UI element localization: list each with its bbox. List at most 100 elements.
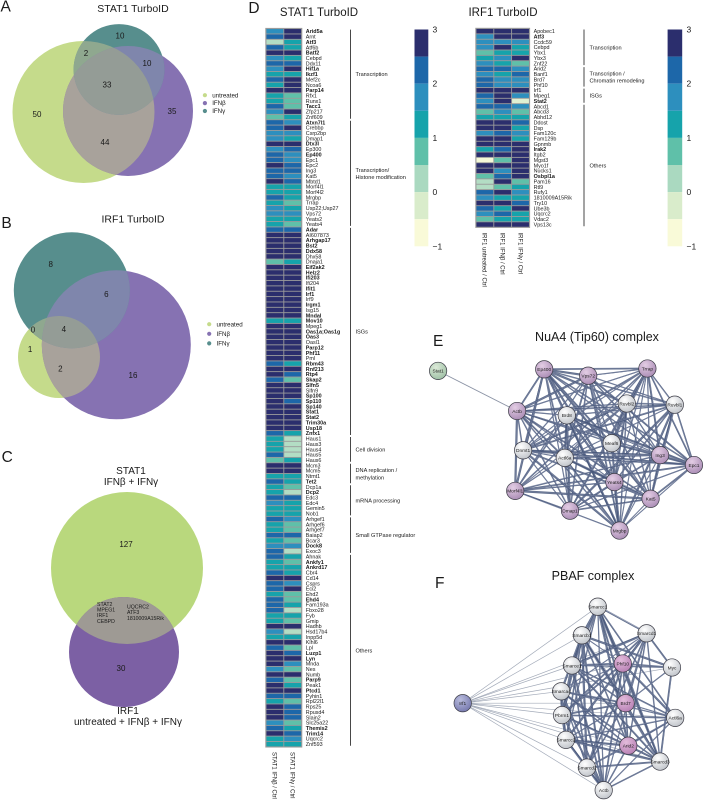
svg-text:Znf22: Znf22 xyxy=(534,61,548,67)
svg-text:Arid5a: Arid5a xyxy=(306,29,324,35)
svg-text:Ddx11: Ddx11 xyxy=(306,61,321,67)
svg-text:Osbpl1a: Osbpl1a xyxy=(534,174,556,180)
svg-text:ISGs: ISGs xyxy=(590,94,603,100)
svg-text:Kat5: Kat5 xyxy=(306,174,317,180)
svg-text:Mpeg1: Mpeg1 xyxy=(306,324,322,330)
svg-text:Ccdc59: Ccdc59 xyxy=(534,40,552,46)
svg-text:Ddx58: Ddx58 xyxy=(306,249,322,255)
svg-text:IFNβ + IFNγ: IFNβ + IFNγ xyxy=(104,477,158,488)
svg-text:IFNβ: IFNβ xyxy=(217,331,231,338)
svg-text:−1: −1 xyxy=(433,241,443,251)
svg-text:Baiap2: Baiap2 xyxy=(306,533,323,539)
svg-text:Parp12: Parp12 xyxy=(306,345,324,351)
svg-text:Edc3: Edc3 xyxy=(306,496,318,502)
svg-text:untreated + IFNβ + IFNγ: untreated + IFNβ + IFNγ xyxy=(74,717,182,728)
svg-text:50: 50 xyxy=(33,110,42,119)
svg-text:Dmap1: Dmap1 xyxy=(306,136,323,142)
svg-text:Phf10: Phf10 xyxy=(617,661,630,667)
svg-text:Smarca4: Smarca4 xyxy=(552,689,572,695)
svg-text:Tacc1: Tacc1 xyxy=(306,104,321,110)
svg-text:Smarce1: Smarce1 xyxy=(562,663,582,669)
svg-text:Fam129b: Fam129b xyxy=(534,136,557,142)
svg-text:Myo1f: Myo1f xyxy=(534,163,549,169)
svg-text:Sp100: Sp100 xyxy=(306,394,322,400)
svg-text:Morf4l1: Morf4l1 xyxy=(507,489,523,495)
svg-text:Rpusd4: Rpusd4 xyxy=(306,710,325,716)
svg-text:3: 3 xyxy=(687,25,692,35)
svg-text:IRF1 IFNγ / Ctrl: IRF1 IFNγ / Ctrl xyxy=(516,233,522,275)
svg-text:NuA4 (Tip60) complex: NuA4 (Tip60) complex xyxy=(535,330,660,344)
svg-text:Peak1: Peak1 xyxy=(306,683,321,689)
svg-text:IRF1 TurboID: IRF1 TurboID xyxy=(468,7,537,19)
svg-text:1810009A15Rik: 1810009A15Rik xyxy=(534,196,573,202)
svg-text:35: 35 xyxy=(168,107,177,116)
svg-text:Haus4: Haus4 xyxy=(306,447,322,453)
svg-text:Ptcd1: Ptcd1 xyxy=(306,688,321,694)
svg-text:Mnda: Mnda xyxy=(306,662,320,668)
svg-text:Atf3: Atf3 xyxy=(306,40,316,46)
svg-text:untreated: untreated xyxy=(217,321,244,328)
svg-text:Try10: Try10 xyxy=(534,201,548,207)
svg-text:MPEG1: MPEG1 xyxy=(97,608,115,614)
svg-text:0: 0 xyxy=(687,187,692,197)
svg-text:Trim30a: Trim30a xyxy=(306,420,327,426)
svg-text:Epc2: Epc2 xyxy=(306,163,318,169)
svg-text:Transcription: Transcription xyxy=(590,45,622,51)
svg-text:Vps72: Vps72 xyxy=(581,374,595,380)
svg-text:Kat5: Kat5 xyxy=(646,497,656,503)
svg-text:Mpeg1: Mpeg1 xyxy=(534,94,550,100)
svg-text:Abhd12: Abhd12 xyxy=(534,115,553,121)
svg-text:Crebbp: Crebbp xyxy=(306,126,324,132)
svg-text:Arhgef6: Arhgef6 xyxy=(306,522,325,528)
svg-text:Pyhin1: Pyhin1 xyxy=(306,694,322,700)
svg-text:Ifit1: Ifit1 xyxy=(306,286,316,292)
svg-text:STAT2: STAT2 xyxy=(97,602,112,608)
svg-text:Ep400: Ep400 xyxy=(537,367,551,373)
svg-text:Dsp: Dsp xyxy=(534,126,544,132)
svg-text:Ankfy1: Ankfy1 xyxy=(306,560,324,566)
svg-text:8: 8 xyxy=(48,260,53,269)
svg-text:Arhgef1: Arhgef1 xyxy=(306,517,325,523)
svg-text:Nes: Nes xyxy=(306,667,316,673)
svg-text:Trim14: Trim14 xyxy=(306,731,323,737)
svg-text:Cebpd: Cebpd xyxy=(306,56,322,62)
svg-text:Ehd2: Ehd2 xyxy=(306,592,319,598)
svg-text:Sp140: Sp140 xyxy=(306,404,322,410)
svg-text:Arhgef7: Arhgef7 xyxy=(306,528,325,534)
svg-text:Phf10: Phf10 xyxy=(534,83,548,89)
svg-text:methylation: methylation xyxy=(356,475,385,481)
svg-text:Yeats4: Yeats4 xyxy=(607,480,622,486)
svg-text:Rps25: Rps25 xyxy=(306,705,322,711)
svg-text:Pml: Pml xyxy=(306,356,315,362)
svg-text:C: C xyxy=(2,449,13,466)
svg-text:E: E xyxy=(433,333,443,350)
svg-text:Pbrm1: Pbrm1 xyxy=(555,713,569,719)
svg-text:Hif1a: Hif1a xyxy=(306,67,320,73)
svg-text:Abcd3: Abcd3 xyxy=(534,110,549,116)
svg-text:Irak2: Irak2 xyxy=(534,147,547,153)
svg-text:untreated: untreated xyxy=(212,92,239,99)
svg-text:Actb: Actb xyxy=(512,409,522,415)
svg-text:Znf593: Znf593 xyxy=(306,742,323,748)
svg-text:2: 2 xyxy=(58,365,63,374)
svg-text:STAT1 IFNβ / Ctrl: STAT1 IFNβ / Ctrl xyxy=(271,752,277,799)
svg-text:Ifi204: Ifi204 xyxy=(306,281,319,287)
svg-text:Numb: Numb xyxy=(306,672,320,678)
svg-text:Ybx3: Ybx3 xyxy=(534,56,546,62)
svg-text:Smarcd1: Smarcd1 xyxy=(637,631,657,637)
svg-text:Tet2: Tet2 xyxy=(306,479,317,485)
svg-text:Dtx3l: Dtx3l xyxy=(306,142,320,148)
svg-text:6: 6 xyxy=(104,290,109,299)
svg-text:Cbr4: Cbr4 xyxy=(306,571,318,577)
svg-text:Apobec1: Apobec1 xyxy=(534,29,555,35)
svg-text:IRF1: IRF1 xyxy=(117,706,139,717)
svg-text:30: 30 xyxy=(117,664,126,673)
svg-text:IFNγ: IFNγ xyxy=(212,108,226,115)
svg-text:STAT1 TurboID: STAT1 TurboID xyxy=(97,3,169,15)
svg-text:Ube3b: Ube3b xyxy=(534,206,550,212)
svg-text:Fam120c: Fam120c xyxy=(534,131,557,137)
svg-text:IRF1 untreated / Ctrl: IRF1 untreated / Ctrl xyxy=(481,233,487,287)
svg-text:CEBPD: CEBPD xyxy=(97,619,115,625)
svg-text:Atf3: Atf3 xyxy=(534,34,544,40)
svg-text:Usp18: Usp18 xyxy=(306,426,322,432)
